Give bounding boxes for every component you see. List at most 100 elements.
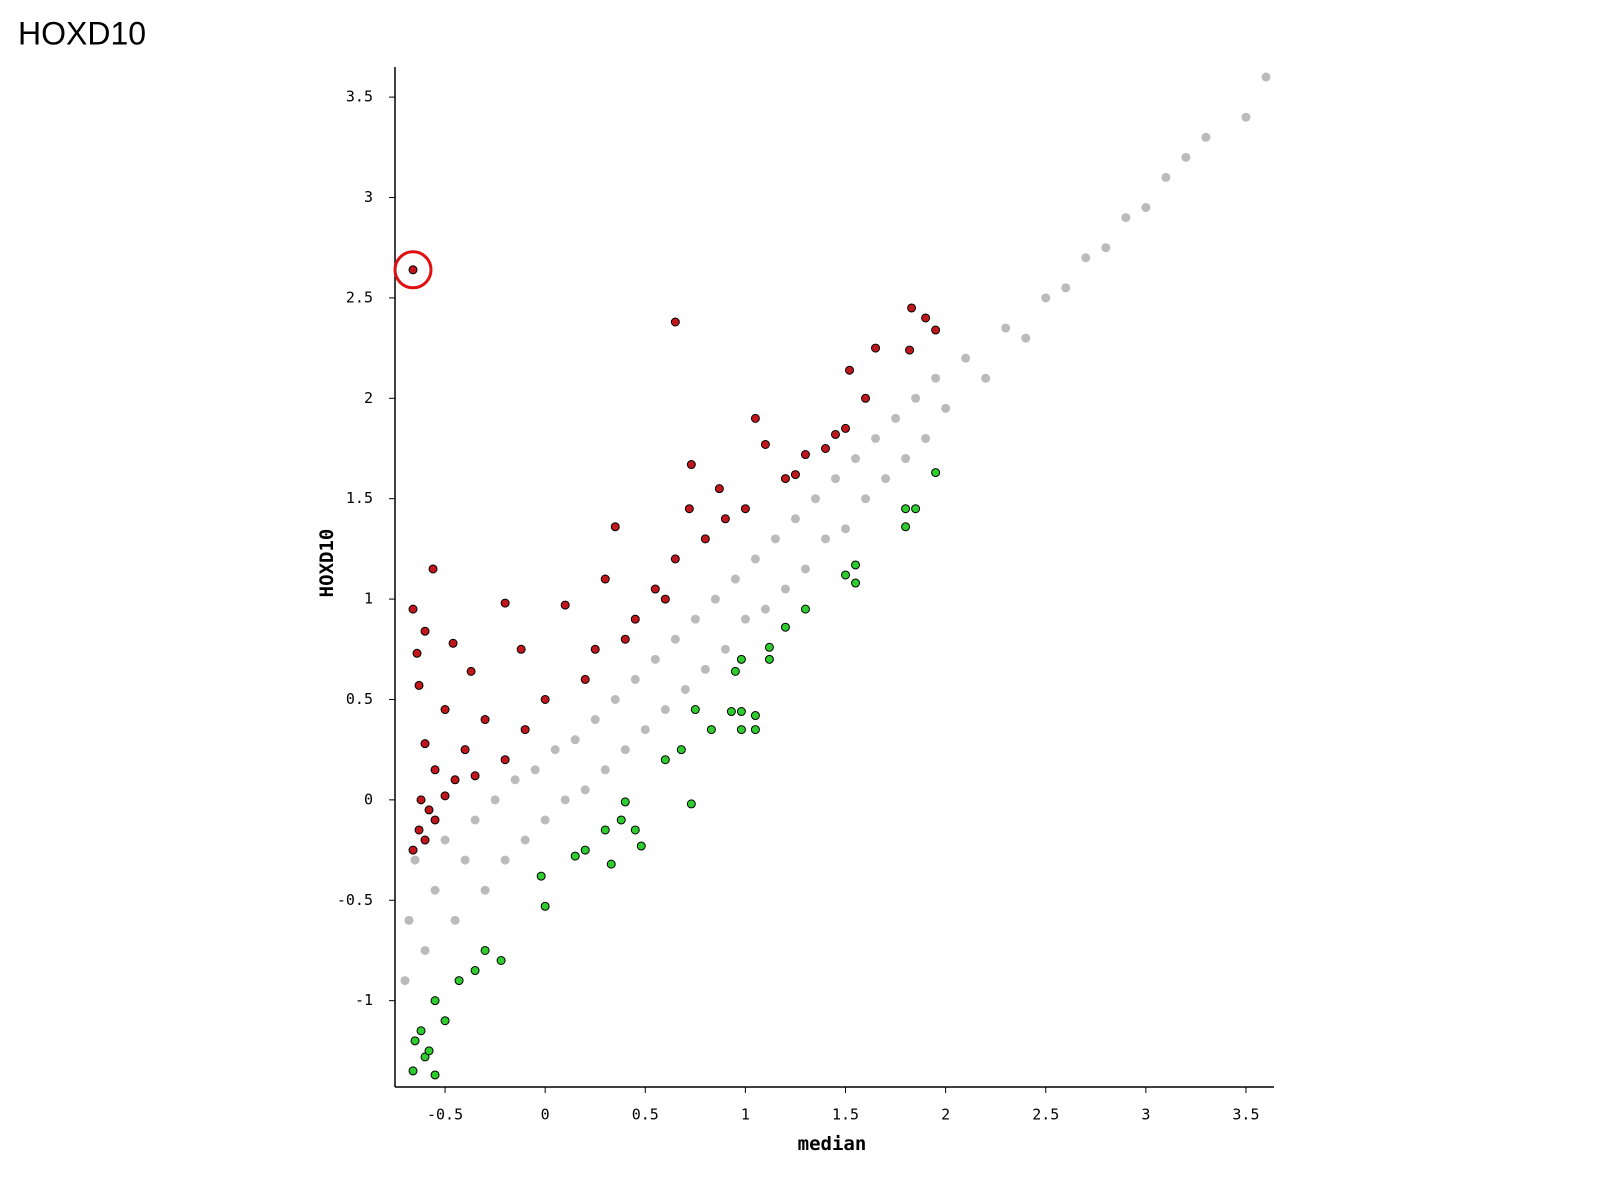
point — [412, 648, 422, 658]
y-tick-label: -1 — [355, 991, 373, 1009]
point — [500, 598, 510, 608]
point — [764, 654, 774, 664]
point — [404, 915, 414, 925]
x-tick-label: -0.5 — [427, 1106, 463, 1124]
point — [1241, 112, 1251, 122]
point — [540, 901, 550, 911]
point — [470, 815, 480, 825]
point — [424, 805, 434, 815]
point — [871, 343, 881, 353]
point — [460, 745, 470, 755]
point — [480, 885, 490, 895]
point — [430, 885, 440, 895]
point — [414, 825, 424, 835]
point — [480, 715, 490, 725]
point — [726, 707, 736, 717]
point — [706, 725, 716, 735]
point — [630, 674, 640, 684]
highlight-ring — [393, 250, 433, 290]
point — [560, 795, 570, 805]
y-tick-label: 1.5 — [346, 489, 373, 507]
point — [1121, 213, 1131, 223]
point — [901, 504, 911, 514]
point — [424, 1046, 434, 1056]
point — [600, 765, 610, 775]
point — [686, 460, 696, 470]
point — [981, 373, 991, 383]
point — [931, 325, 941, 335]
point — [851, 578, 861, 588]
point — [414, 680, 424, 690]
point — [710, 594, 720, 604]
point — [736, 707, 746, 717]
point — [470, 966, 480, 976]
point — [841, 423, 851, 433]
point — [911, 393, 921, 403]
point — [540, 694, 550, 704]
y-tick-label: -0.5 — [337, 891, 373, 909]
point — [684, 504, 694, 514]
point — [1081, 253, 1091, 263]
point — [540, 815, 550, 825]
point — [851, 560, 861, 570]
point — [820, 443, 830, 453]
point — [500, 855, 510, 865]
point — [600, 825, 610, 835]
point — [881, 474, 891, 484]
point — [670, 634, 680, 644]
point — [780, 584, 790, 594]
point — [861, 393, 871, 403]
point — [530, 765, 540, 775]
point — [590, 644, 600, 654]
point — [570, 851, 580, 861]
point — [790, 514, 800, 524]
point — [408, 845, 418, 855]
point — [1101, 243, 1111, 253]
point — [430, 765, 440, 775]
y-tick-label: 2 — [364, 389, 373, 407]
point — [440, 705, 450, 715]
point — [416, 795, 426, 805]
point — [630, 825, 640, 835]
point — [580, 845, 590, 855]
point — [1041, 293, 1051, 303]
point — [620, 745, 630, 755]
point — [480, 945, 490, 955]
point — [550, 745, 560, 755]
point — [1021, 333, 1031, 343]
point — [610, 694, 620, 704]
point — [911, 504, 921, 514]
point — [606, 859, 616, 869]
point — [536, 871, 546, 881]
point — [760, 604, 770, 614]
x-tick-label: 1 — [741, 1106, 750, 1124]
point — [660, 594, 670, 604]
point — [410, 855, 420, 865]
point — [466, 666, 476, 676]
point — [800, 450, 810, 460]
point — [780, 474, 790, 484]
point — [454, 976, 464, 986]
point — [764, 642, 774, 652]
point — [630, 614, 640, 624]
point — [1261, 72, 1271, 82]
y-tick-label: 2.5 — [346, 288, 373, 306]
point — [686, 799, 696, 809]
point — [851, 454, 861, 464]
point — [961, 353, 971, 363]
point — [905, 345, 915, 355]
point — [941, 403, 951, 413]
point — [700, 534, 710, 544]
point — [1181, 152, 1191, 162]
point — [450, 915, 460, 925]
point — [720, 514, 730, 524]
point — [831, 429, 841, 439]
x-tick-label: 2.5 — [1032, 1106, 1059, 1124]
point — [570, 735, 580, 745]
point — [408, 604, 418, 614]
point — [1201, 132, 1211, 142]
point — [400, 976, 410, 986]
point — [820, 534, 830, 544]
point — [670, 317, 680, 327]
point — [636, 841, 646, 851]
